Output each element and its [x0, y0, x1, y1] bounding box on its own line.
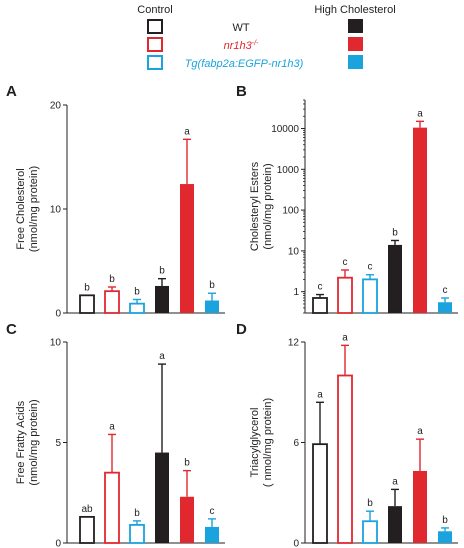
bar	[413, 127, 427, 313]
y-axis-label-line2: (nmol/mg protein)	[28, 166, 40, 252]
significance-letter: b	[367, 498, 373, 509]
y-tick-label: 10	[50, 338, 62, 349]
y-axis-label: Free Cholesterol(nmol/mg protein)	[15, 166, 40, 252]
bar	[337, 276, 353, 314]
y-tick-label: 1000	[277, 165, 300, 176]
significance-letter: a	[342, 332, 348, 343]
y-tick-label: 20	[50, 101, 62, 112]
significance-letter: b	[109, 274, 115, 285]
y-tick-label: 0	[55, 309, 61, 320]
significance-letter: b	[159, 266, 165, 277]
significance-letter: b	[392, 227, 398, 238]
significance-letter: b	[84, 282, 90, 293]
y-axis-label-line2: ( nmol/mg protein)	[262, 398, 274, 487]
panel-a-chart: 0 10 20 Free Cholesterol(nmol/mg protein) b b…	[15, 101, 225, 320]
legend-swatch-tg-high	[348, 55, 363, 69]
y-axis-label: Cholesteryl Esters(nmol/mg protein)	[249, 161, 274, 251]
y-tick-label: 100	[282, 206, 299, 217]
bar	[155, 452, 169, 543]
bar	[388, 506, 402, 543]
legend-label-ko-name: nr1h3	[224, 40, 253, 52]
legend-swatch-ko-control	[147, 37, 163, 52]
legend-swatch-ko-high	[348, 37, 363, 51]
bar	[438, 531, 452, 543]
y-axis-label-line1: Free Fratty Acids	[15, 400, 27, 484]
bar	[438, 302, 452, 313]
y-tick-label: 10	[288, 246, 300, 257]
legend-label-ko-superscript: -/-	[252, 40, 259, 47]
y-tick-label: 0	[293, 539, 299, 548]
bar	[362, 520, 378, 544]
y-axis-label: Triacylglycerol( nmol/mg protein)	[249, 398, 274, 487]
significance-letter: b	[442, 515, 448, 526]
legend-high-header: High Cholesterol	[314, 4, 395, 16]
bar	[129, 302, 145, 314]
y-tick-label: 0	[55, 539, 61, 548]
y-tick-label: 6	[293, 438, 299, 449]
significance-letter: a	[417, 426, 423, 437]
y-axis-label-line2: (nmol/mg protein)	[28, 399, 40, 485]
bar	[180, 496, 194, 543]
legend-label-tg: Tg(fabp2a:EGFP-nr1h3)	[185, 58, 304, 70]
significance-letter: c	[343, 257, 348, 268]
significance-letter: b	[184, 458, 190, 469]
significance-letter: ab	[81, 504, 93, 515]
legend-label-ko: nr1h3-/-	[224, 40, 259, 52]
significance-letter: c	[210, 506, 215, 517]
significance-letter: b	[209, 280, 215, 291]
bar	[205, 526, 219, 543]
significance-letter: a	[417, 108, 423, 119]
bar	[129, 524, 145, 544]
bar	[180, 184, 194, 313]
bar	[104, 471, 120, 544]
significance-letter: a	[184, 126, 190, 137]
y-tick-label: 5	[55, 438, 61, 449]
panel-d-chart: 0 6 12 Triacylglycerol( nmol/mg protein) a a b…	[249, 332, 458, 548]
significance-letter: a	[159, 351, 165, 362]
bar	[104, 290, 120, 314]
y-axis-label: Free Fratty Acids(nmol/mg protein)	[15, 399, 40, 485]
bar	[388, 244, 402, 313]
y-axis-label-line1: Triacylglycerol	[249, 408, 261, 478]
bar	[79, 294, 95, 314]
y-axis-label-line1: Cholesteryl Esters	[249, 161, 261, 251]
y-tick-label: 10	[50, 205, 62, 216]
bar	[312, 443, 328, 544]
bar	[362, 278, 378, 314]
y-axis-label-line2: (nmol/mg protein)	[262, 163, 274, 249]
legend-swatch-wt-high	[348, 19, 363, 33]
y-axis-label-line1: Free Cholesterol	[15, 168, 27, 249]
significance-letter: a	[109, 421, 115, 432]
bar	[155, 285, 169, 313]
panel-d-letter: D	[236, 321, 247, 338]
legend-control-header: Control	[137, 4, 172, 16]
significance-letter: c	[318, 282, 323, 293]
panel-b-letter: B	[236, 83, 247, 100]
y-tick-label: 1	[293, 287, 299, 298]
legend-label-wt: WT	[232, 22, 249, 34]
bar	[413, 470, 427, 543]
panel-b-chart: 1 10 100 1000 10000 Cholesteryl Esters(nmol/m…	[249, 99, 458, 314]
legend: Control High Cholesterol WT nr1h3-/- Tg(…	[137, 4, 396, 70]
y-tick-label: 10000	[271, 124, 299, 135]
significance-letter: a	[392, 476, 398, 487]
legend-swatch-wt-control	[147, 19, 163, 34]
significance-letter: b	[134, 286, 140, 297]
significance-letter: b	[134, 508, 140, 519]
significance-letter: c	[368, 262, 373, 273]
significance-letter: a	[317, 389, 323, 400]
bar	[337, 374, 353, 544]
legend-swatch-tg-control	[147, 55, 163, 70]
bar	[79, 515, 95, 544]
y-tick-label: 12	[288, 338, 300, 349]
significance-letter: c	[443, 285, 448, 296]
bar	[205, 300, 219, 313]
panel-c-letter: C	[6, 321, 17, 338]
panel-a-letter: A	[6, 83, 17, 100]
bar	[312, 297, 328, 314]
